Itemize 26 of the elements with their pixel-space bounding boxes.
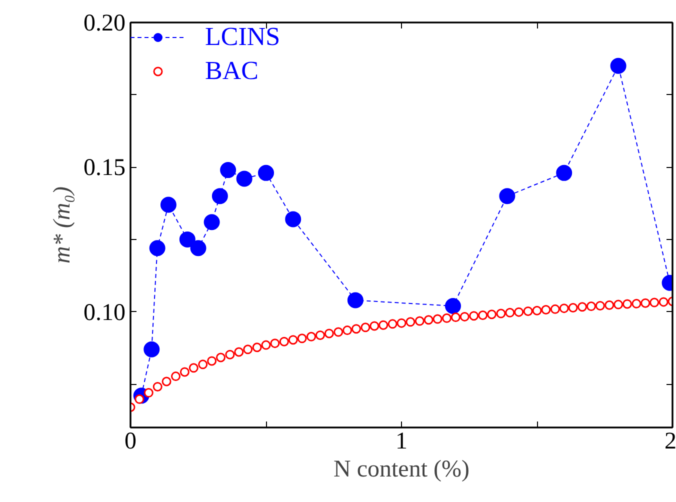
x-axis-title: N content (%) — [334, 456, 470, 482]
y-tick-label: 0.10 — [84, 300, 126, 326]
point — [556, 164, 572, 181]
point — [190, 240, 206, 256]
point — [499, 188, 516, 204]
point — [285, 211, 302, 228]
point — [160, 196, 176, 213]
y-tick-label: 0.20 — [84, 10, 126, 36]
legend-label: BAC — [205, 56, 258, 86]
point — [258, 164, 274, 181]
x-tick-label: 0 — [124, 428, 136, 454]
legend-label: LCINS — [205, 22, 280, 52]
point — [149, 240, 166, 256]
point — [204, 214, 220, 230]
point — [347, 292, 364, 308]
point — [220, 162, 236, 178]
point — [610, 58, 626, 74]
x-tick-label: 1 — [396, 428, 408, 454]
point — [236, 170, 252, 187]
x-tick-label: 2 — [664, 428, 676, 454]
point — [444, 298, 461, 314]
point — [144, 341, 160, 358]
point — [212, 188, 228, 204]
point — [179, 231, 196, 248]
y-tick-label: 0.15 — [84, 155, 126, 182]
y-axis-title: m* (m₀) — [50, 186, 76, 264]
